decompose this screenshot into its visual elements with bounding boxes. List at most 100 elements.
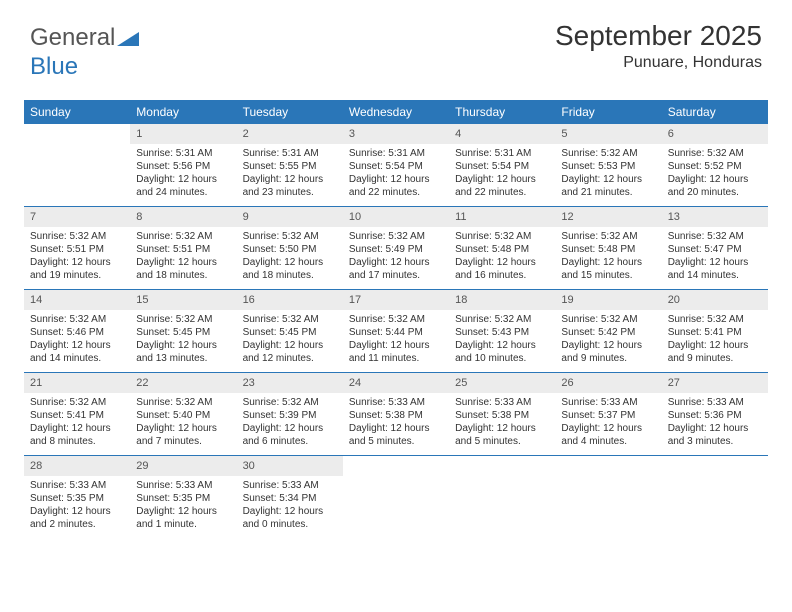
day-number: 30 xyxy=(237,456,343,476)
day-line: Sunrise: 5:32 AM xyxy=(455,230,549,243)
day-line: Sunrise: 5:32 AM xyxy=(243,230,337,243)
day-number: 18 xyxy=(449,290,555,310)
calendar-cell: 7Sunrise: 5:32 AMSunset: 5:51 PMDaylight… xyxy=(24,207,130,289)
day-line: and 22 minutes. xyxy=(349,186,443,199)
day-line: Sunset: 5:40 PM xyxy=(136,409,230,422)
day-line: and 1 minute. xyxy=(136,518,230,531)
day-detail: Sunrise: 5:31 AMSunset: 5:55 PMDaylight:… xyxy=(237,144,343,205)
day-line: and 7 minutes. xyxy=(136,435,230,448)
day-line: and 6 minutes. xyxy=(243,435,337,448)
day-detail: Sunrise: 5:32 AMSunset: 5:47 PMDaylight:… xyxy=(662,227,768,288)
day-line: Daylight: 12 hours xyxy=(30,339,124,352)
day-line: and 12 minutes. xyxy=(243,352,337,365)
day-line: Sunset: 5:41 PM xyxy=(668,326,762,339)
calendar-cell: 20Sunrise: 5:32 AMSunset: 5:41 PMDayligh… xyxy=(662,290,768,372)
day-line: Daylight: 12 hours xyxy=(136,256,230,269)
day-line: Sunset: 5:38 PM xyxy=(455,409,549,422)
calendar-cell: 18Sunrise: 5:32 AMSunset: 5:43 PMDayligh… xyxy=(449,290,555,372)
day-line: Daylight: 12 hours xyxy=(136,339,230,352)
calendar-cell: 6Sunrise: 5:32 AMSunset: 5:52 PMDaylight… xyxy=(662,124,768,206)
day-line: Sunrise: 5:32 AM xyxy=(668,147,762,160)
calendar-cell: 19Sunrise: 5:32 AMSunset: 5:42 PMDayligh… xyxy=(555,290,661,372)
day-line: Sunrise: 5:32 AM xyxy=(349,313,443,326)
calendar-cell: 14Sunrise: 5:32 AMSunset: 5:46 PMDayligh… xyxy=(24,290,130,372)
day-detail: Sunrise: 5:32 AMSunset: 5:51 PMDaylight:… xyxy=(24,227,130,288)
day-line: Daylight: 12 hours xyxy=(561,173,655,186)
day-line: Daylight: 12 hours xyxy=(668,173,762,186)
calendar-cell: 24Sunrise: 5:33 AMSunset: 5:38 PMDayligh… xyxy=(343,373,449,455)
calendar-week: 21Sunrise: 5:32 AMSunset: 5:41 PMDayligh… xyxy=(24,372,768,455)
day-line: and 10 minutes. xyxy=(455,352,549,365)
day-line: Sunrise: 5:32 AM xyxy=(668,313,762,326)
day-line: Daylight: 12 hours xyxy=(668,256,762,269)
day-detail: Sunrise: 5:32 AMSunset: 5:40 PMDaylight:… xyxy=(130,393,236,454)
day-line: Sunrise: 5:33 AM xyxy=(30,479,124,492)
day-line: and 13 minutes. xyxy=(136,352,230,365)
day-line: Daylight: 12 hours xyxy=(668,422,762,435)
day-line: Sunrise: 5:32 AM xyxy=(136,230,230,243)
day-line: Sunset: 5:37 PM xyxy=(561,409,655,422)
calendar-week: 28Sunrise: 5:33 AMSunset: 5:35 PMDayligh… xyxy=(24,455,768,538)
page-title: September 2025 xyxy=(555,20,762,52)
day-line: Sunrise: 5:31 AM xyxy=(455,147,549,160)
day-line: Daylight: 12 hours xyxy=(668,339,762,352)
day-line: Sunrise: 5:32 AM xyxy=(561,313,655,326)
calendar-cell: 16Sunrise: 5:32 AMSunset: 5:45 PMDayligh… xyxy=(237,290,343,372)
day-line: Daylight: 12 hours xyxy=(30,256,124,269)
day-detail: Sunrise: 5:32 AMSunset: 5:53 PMDaylight:… xyxy=(555,144,661,205)
day-line: Daylight: 12 hours xyxy=(455,256,549,269)
day-header: Tuesday xyxy=(237,100,343,124)
day-line: Sunset: 5:44 PM xyxy=(349,326,443,339)
day-line: Sunrise: 5:32 AM xyxy=(30,313,124,326)
day-line: Sunset: 5:39 PM xyxy=(243,409,337,422)
day-line: and 9 minutes. xyxy=(668,352,762,365)
day-line: Sunrise: 5:32 AM xyxy=(349,230,443,243)
calendar-cell: 3Sunrise: 5:31 AMSunset: 5:54 PMDaylight… xyxy=(343,124,449,206)
day-detail: Sunrise: 5:31 AMSunset: 5:54 PMDaylight:… xyxy=(449,144,555,205)
location-label: Punuare, Honduras xyxy=(555,54,762,72)
day-line: Daylight: 12 hours xyxy=(243,339,337,352)
day-line: and 19 minutes. xyxy=(30,269,124,282)
day-detail: Sunrise: 5:32 AMSunset: 5:41 PMDaylight:… xyxy=(662,310,768,371)
day-header: Thursday xyxy=(449,100,555,124)
day-line: Sunrise: 5:32 AM xyxy=(561,230,655,243)
calendar-cell: 15Sunrise: 5:32 AMSunset: 5:45 PMDayligh… xyxy=(130,290,236,372)
day-line: Sunrise: 5:31 AM xyxy=(349,147,443,160)
day-line: Sunrise: 5:33 AM xyxy=(136,479,230,492)
day-header-row: SundayMondayTuesdayWednesdayThursdayFrid… xyxy=(24,100,768,124)
calendar-week: 14Sunrise: 5:32 AMSunset: 5:46 PMDayligh… xyxy=(24,289,768,372)
day-number: 1 xyxy=(130,124,236,144)
logo-triangle-icon xyxy=(117,25,139,53)
day-line: and 5 minutes. xyxy=(349,435,443,448)
day-number: 22 xyxy=(130,373,236,393)
day-number: 21 xyxy=(24,373,130,393)
day-line: and 22 minutes. xyxy=(455,186,549,199)
day-line: Sunset: 5:42 PM xyxy=(561,326,655,339)
day-line: Sunset: 5:48 PM xyxy=(455,243,549,256)
day-detail: Sunrise: 5:33 AMSunset: 5:35 PMDaylight:… xyxy=(130,476,236,537)
day-line: Daylight: 12 hours xyxy=(30,505,124,518)
calendar-cell: 2Sunrise: 5:31 AMSunset: 5:55 PMDaylight… xyxy=(237,124,343,206)
day-line: Daylight: 12 hours xyxy=(243,422,337,435)
day-detail: Sunrise: 5:33 AMSunset: 5:36 PMDaylight:… xyxy=(662,393,768,454)
day-number: 8 xyxy=(130,207,236,227)
day-number: 26 xyxy=(555,373,661,393)
day-detail: Sunrise: 5:32 AMSunset: 5:49 PMDaylight:… xyxy=(343,227,449,288)
calendar-cell: 13Sunrise: 5:32 AMSunset: 5:47 PMDayligh… xyxy=(662,207,768,289)
day-line: Sunrise: 5:32 AM xyxy=(30,230,124,243)
calendar-cell: 22Sunrise: 5:32 AMSunset: 5:40 PMDayligh… xyxy=(130,373,236,455)
day-line: and 4 minutes. xyxy=(561,435,655,448)
day-detail: Sunrise: 5:31 AMSunset: 5:54 PMDaylight:… xyxy=(343,144,449,205)
day-line: Daylight: 12 hours xyxy=(455,339,549,352)
day-line: and 0 minutes. xyxy=(243,518,337,531)
day-number: 14 xyxy=(24,290,130,310)
day-number: 11 xyxy=(449,207,555,227)
day-line: Sunset: 5:47 PM xyxy=(668,243,762,256)
day-number: 12 xyxy=(555,207,661,227)
day-number: 16 xyxy=(237,290,343,310)
calendar-cell xyxy=(24,124,130,206)
calendar-cell: 30Sunrise: 5:33 AMSunset: 5:34 PMDayligh… xyxy=(237,456,343,538)
day-line: Sunset: 5:35 PM xyxy=(136,492,230,505)
day-detail: Sunrise: 5:33 AMSunset: 5:38 PMDaylight:… xyxy=(449,393,555,454)
calendar-cell: 25Sunrise: 5:33 AMSunset: 5:38 PMDayligh… xyxy=(449,373,555,455)
